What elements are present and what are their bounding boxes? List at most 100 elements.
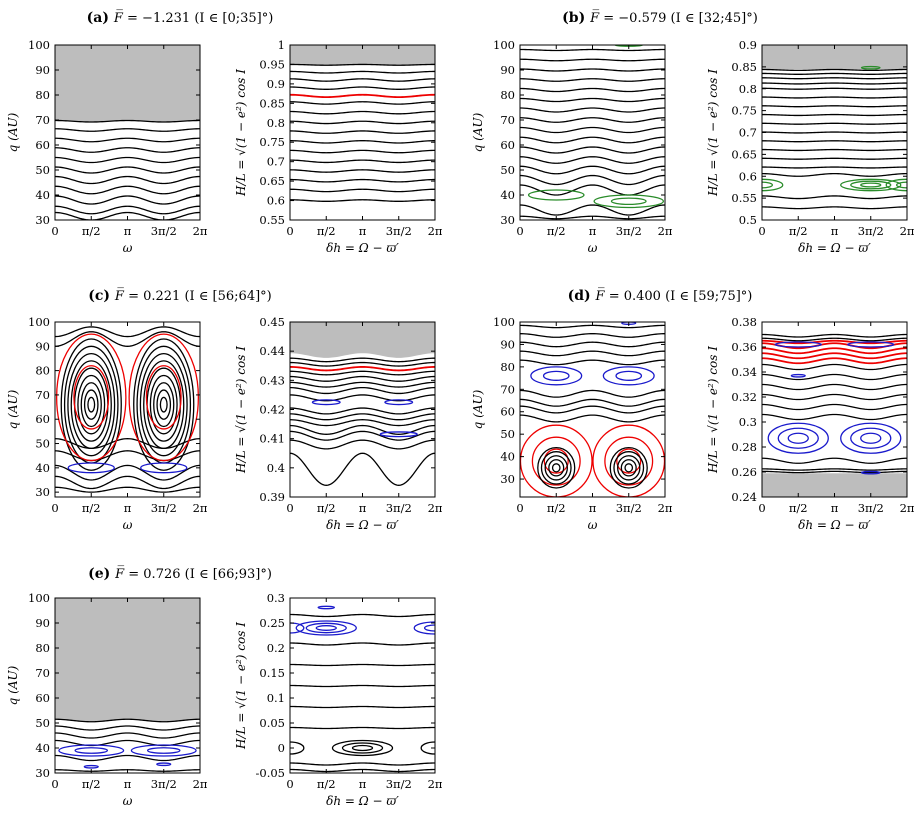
plot-dh: 0 π/2 π 3π/2 2π 0.39 0.4 0.41 0.42 0.43 0.44 0.45 δh…	[234, 315, 443, 532]
forbidden-region	[762, 473, 907, 497]
circulating-curve	[290, 361, 435, 367]
y-tick-label: 40	[500, 188, 515, 202]
circulating-curve	[290, 120, 435, 125]
circulating-curve	[762, 113, 907, 117]
libration-island	[790, 373, 806, 378]
plot-omega: 0 π/2 π 3π/2 2π 30 40 50 60 70 80 90 100 ω q (AU)	[471, 315, 673, 532]
circulating-curve	[762, 148, 907, 152]
circulating-curve	[520, 359, 665, 366]
circulating-curve	[762, 157, 907, 160]
libration-island	[143, 360, 185, 450]
y-tick-label: 40	[35, 188, 50, 202]
y-tick-label: 0.7	[739, 126, 757, 140]
libration-island	[615, 370, 643, 381]
y-tick-label: 90	[35, 63, 50, 77]
circulating-curve	[55, 450, 200, 462]
x-tick-label: 0	[758, 224, 765, 238]
y-axis-label: q (AU)	[6, 389, 20, 429]
libration-island	[133, 338, 195, 471]
x-axis-label: δh = Ω − ϖ′	[798, 518, 871, 532]
circulating-curve	[520, 405, 665, 414]
circulating-curve	[762, 468, 907, 471]
circulating-curve	[520, 87, 665, 93]
x-axis-label: δh = Ω − ϖ′	[326, 794, 399, 808]
y-tick-label: 0.43	[259, 373, 285, 387]
x-tick-label: 2π	[900, 501, 915, 515]
plot-omega: 0 π/2 π 3π/2 2π 30 40 50 60 70 80 90 100 ω q (AU)	[6, 591, 208, 808]
y-tick-label: 0.55	[259, 213, 285, 227]
y-tick-label: 100	[28, 315, 50, 329]
circulating-curve	[55, 464, 200, 481]
y-tick-label: 70	[500, 113, 515, 127]
circulating-curve	[55, 128, 200, 132]
libration-island	[67, 462, 115, 474]
circulating-curve	[290, 357, 435, 363]
libration-island	[295, 620, 357, 636]
libration-island	[149, 374, 178, 435]
circulating-curve	[520, 68, 665, 72]
libration-island	[592, 424, 665, 497]
circulating-curve	[290, 375, 435, 382]
y-tick-label: 70	[35, 388, 50, 402]
y-tick-label: 0.36	[731, 340, 757, 354]
y-tick-label: 0.28	[731, 440, 757, 454]
circulating-curve	[762, 166, 907, 169]
x-tick-label: π	[124, 501, 132, 515]
circulating-curve	[762, 72, 907, 75]
y-tick-label: 0.85	[259, 96, 285, 110]
y-tick-label: 0.3	[739, 415, 757, 429]
y-tick-label: 80	[35, 641, 50, 655]
x-tick-label: π/2	[317, 777, 336, 791]
x-tick-label: π/2	[789, 501, 808, 515]
libration-island	[73, 367, 109, 442]
x-tick-label: 2π	[193, 777, 208, 791]
x-tick-label: 3π/2	[151, 777, 177, 791]
plot-dh: 0 π/2 π 3π/2 2π 0.5 0.55 0.6 0.65 0.7 0.75 0.8 0.85 0…	[706, 38, 915, 255]
circulating-curve	[520, 97, 665, 103]
libration-island	[860, 65, 881, 70]
circulating-curve	[520, 341, 665, 348]
circulating-curve	[290, 70, 435, 74]
x-tick-label: π	[589, 224, 597, 238]
libration-island	[159, 396, 168, 413]
libration-island	[609, 446, 648, 489]
y-tick-label: 40	[500, 450, 515, 464]
y-tick-label: 0.1	[267, 691, 285, 705]
panel-title: (a) F̅ = −1.231 (I ∈ [0;35]°)	[87, 10, 274, 26]
circulating-curve	[290, 199, 435, 202]
y-axis-label: q (AU)	[6, 665, 20, 705]
y-tick-label: 60	[35, 412, 50, 426]
y-tick-label: 0.32	[731, 390, 757, 404]
fbar-symbol: F̅	[589, 10, 603, 26]
circulating-curve	[290, 663, 435, 667]
circulating-curve	[290, 726, 435, 730]
libration-island	[850, 180, 892, 190]
y-tick-label: 0.44	[259, 344, 285, 358]
y-tick-label: 30	[35, 766, 50, 780]
x-tick-label: π/2	[317, 224, 336, 238]
y-tick-label: 30	[500, 213, 515, 227]
libration-island	[74, 747, 109, 754]
y-tick-label: 0.34	[731, 365, 757, 379]
libration-island	[55, 333, 127, 462]
circulating-curve	[55, 475, 200, 490]
y-tick-label: 0.8	[739, 82, 757, 96]
libration-island	[146, 367, 182, 442]
forbidden-region	[55, 598, 200, 722]
y-tick-label: 100	[28, 38, 50, 52]
separatrix-curve	[762, 352, 907, 360]
x-tick-label: π/2	[547, 224, 566, 238]
libration-island	[311, 399, 341, 406]
y-tick-label: 0.26	[731, 465, 757, 479]
libration-island	[80, 382, 102, 428]
circulating-curve	[290, 159, 435, 164]
circulating-curve	[290, 439, 435, 450]
libration-island	[847, 341, 895, 348]
x-tick-label: 3π/2	[858, 224, 884, 238]
panel-title: (b) F̅ = −0.579 (I ∈ [32;45]°)	[562, 10, 758, 26]
x-axis-label: ω	[123, 794, 133, 808]
y-tick-label: 80	[500, 360, 515, 374]
circulating-curve	[55, 331, 200, 347]
y-tick-label: 0.65	[731, 147, 757, 161]
